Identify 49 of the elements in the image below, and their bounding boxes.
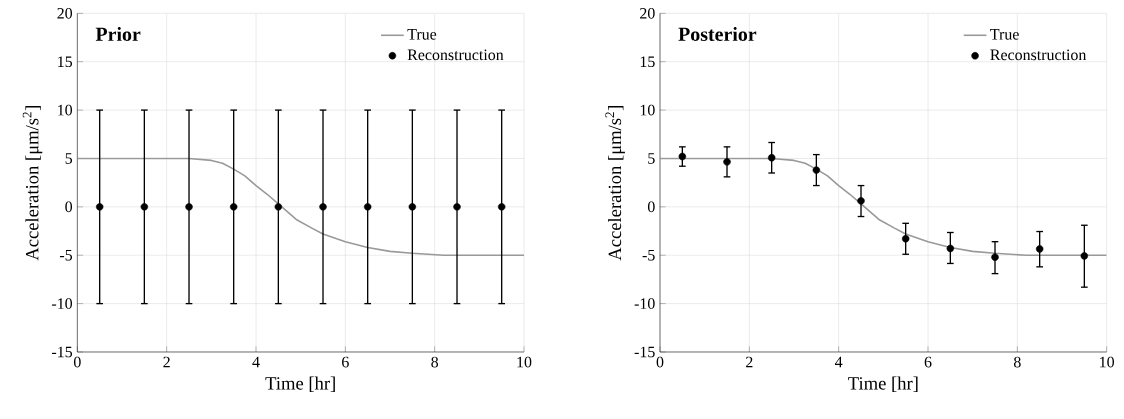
x-tick-label: 4 — [835, 356, 843, 368]
y-axis-title: Acceleration [μm/s$^{2}$] — [22, 106, 43, 261]
legend-label: True — [407, 29, 437, 40]
y-tick-label: -5 — [59, 250, 73, 261]
point — [901, 235, 910, 243]
y-tick-label: 20 — [640, 8, 655, 19]
x-tick-label: 0 — [73, 356, 81, 368]
x-tick-label: 0 — [656, 356, 664, 368]
x-tick-label: 2 — [163, 356, 170, 368]
point — [946, 244, 955, 253]
x-tick-label: 10 — [517, 356, 532, 368]
text: Posterior — [678, 27, 757, 42]
y-tick-label: 20 — [57, 8, 73, 19]
x-tick-label: 6 — [924, 356, 932, 368]
y-tick-label: 15 — [58, 56, 73, 68]
point — [723, 158, 731, 166]
text: Prior — [95, 27, 141, 42]
y-tick-label: 10 — [58, 104, 73, 116]
x-tick-label: 8 — [1013, 356, 1021, 368]
x-tick-label: 10 — [1100, 356, 1115, 368]
y-tick-label: 0 — [65, 201, 73, 213]
y-tick-label: 10 — [640, 104, 655, 116]
point — [1080, 252, 1089, 260]
y-tick-label: 0 — [647, 201, 655, 213]
point — [991, 253, 999, 262]
point — [812, 166, 821, 174]
point — [678, 152, 687, 161]
y-tick-label: 15 — [640, 56, 655, 68]
line-series — [77, 157, 525, 257]
x-tick-label: 6 — [342, 356, 349, 368]
point — [767, 154, 776, 162]
legend-label: True — [990, 29, 1019, 40]
y-tick-label: -10 — [51, 298, 73, 310]
y-tick-label: -15 — [634, 346, 655, 358]
point — [1035, 245, 1044, 253]
legend-label: Reconstruction — [407, 49, 504, 61]
y-tick-label: -10 — [634, 298, 655, 310]
x-axis-title: Time [hr] — [848, 376, 918, 393]
x-axis-title: Time [hr] — [265, 376, 335, 393]
y-axis-title: Acceleration [μm/s$^{2}$] — [605, 106, 625, 261]
legend-label: Reconstruction — [990, 49, 1087, 61]
point — [857, 197, 865, 205]
x-tick-label: 8 — [431, 356, 439, 368]
y-tick-label: -15 — [51, 346, 73, 358]
x-tick-label: 4 — [252, 356, 260, 368]
y-tick-label: 5 — [65, 153, 73, 164]
x-tick-label: 2 — [746, 356, 753, 368]
y-tick-label: -5 — [642, 250, 655, 261]
y-tick-label: 5 — [648, 153, 655, 164]
